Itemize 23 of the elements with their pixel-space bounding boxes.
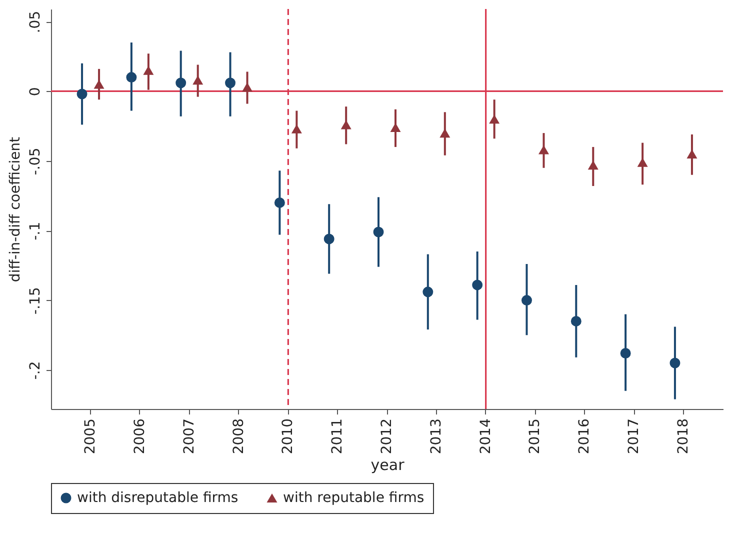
legend-label: with disreputable firms <box>77 490 238 506</box>
y-tick-label: 0 <box>28 87 44 96</box>
y-tick-label: -.2 <box>28 361 44 380</box>
x-tick-label: 2005 <box>82 418 99 454</box>
x-tick-label: 2016 <box>576 418 593 454</box>
x-tick-label: 2006 <box>132 418 148 454</box>
x-tick-label: 2014 <box>478 418 494 454</box>
x-axis-title: year <box>370 456 406 474</box>
x-tick-label: 2010 <box>280 418 296 454</box>
x-tick-label: 2013 <box>428 418 444 454</box>
x-tick-label: 2008 <box>230 418 247 454</box>
x-tick-label: 2017 <box>626 418 642 454</box>
y-tick-label: -.15 <box>28 287 44 314</box>
y-tick-label: .05 <box>28 10 44 34</box>
y-axis-title: diff-in-diff coefficient <box>8 136 24 282</box>
x-tick-label: 2018 <box>675 418 692 454</box>
x-tick-label: 2012 <box>379 418 395 454</box>
legend-label: with reputable firms <box>283 490 424 506</box>
x-tick-label: 2011 <box>330 418 346 454</box>
x-tick-label: 2007 <box>181 418 198 454</box>
y-tick-label: -.05 <box>28 148 44 176</box>
y-tick-label: -.1 <box>28 222 44 240</box>
x-tick-label: 2015 <box>527 418 544 454</box>
